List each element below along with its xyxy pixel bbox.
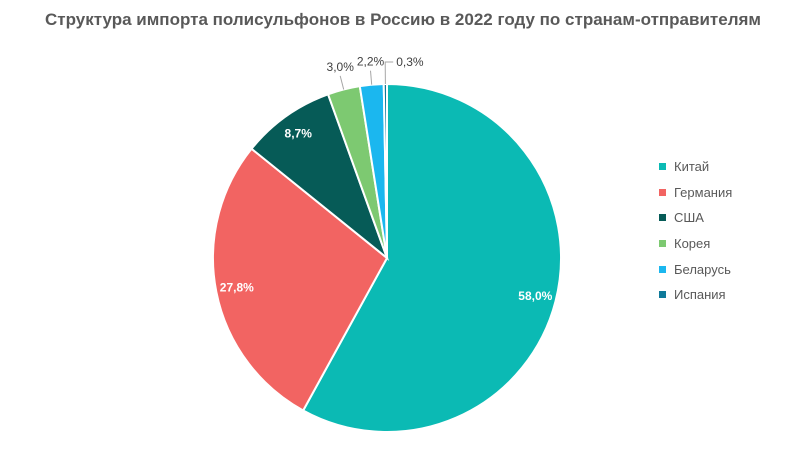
- legend-item: Китай: [659, 154, 732, 180]
- legend-label: Китай: [674, 159, 710, 175]
- leader-line-6: [384, 61, 394, 85]
- legend-label: Беларусь: [674, 261, 731, 277]
- legend-swatch: [659, 214, 666, 222]
- legend-label: Испания: [674, 287, 726, 303]
- chart-title: Структура импорта полисульфонов в Россию…: [45, 10, 761, 29]
- legend-item: Германия: [659, 180, 732, 206]
- legend: Китай Германия США Корея Беларусь Испания: [659, 154, 732, 308]
- legend-swatch: [659, 291, 666, 299]
- pie-slice-1: [301, 82, 562, 433]
- legend-item: Беларусь: [659, 256, 732, 282]
- pie-slice-6: [382, 82, 388, 259]
- legend-swatch: [659, 188, 666, 196]
- legend-item: Испания: [659, 282, 732, 308]
- legend-item: Корея: [659, 231, 732, 257]
- data-label-6: 0,3%: [396, 55, 424, 69]
- pie-slice-3: [250, 93, 390, 262]
- legend-label: США: [674, 210, 704, 226]
- data-label-4: 3,0%: [327, 60, 355, 74]
- leader-line-4: [339, 75, 345, 90]
- data-label-2: 27,8%: [220, 281, 254, 295]
- legend-item: США: [659, 205, 732, 231]
- pie-slice-2: [212, 147, 389, 412]
- legend-label: Германия: [674, 184, 733, 200]
- data-label-5: 2,2%: [357, 55, 385, 69]
- data-label-3: 8,7%: [285, 126, 313, 140]
- legend-swatch: [659, 240, 666, 248]
- legend-label: Корея: [674, 236, 711, 252]
- leader-line-5: [370, 70, 373, 85]
- legend-swatch: [659, 265, 666, 273]
- data-label-1: 58,0%: [518, 289, 552, 303]
- legend-swatch: [659, 163, 666, 171]
